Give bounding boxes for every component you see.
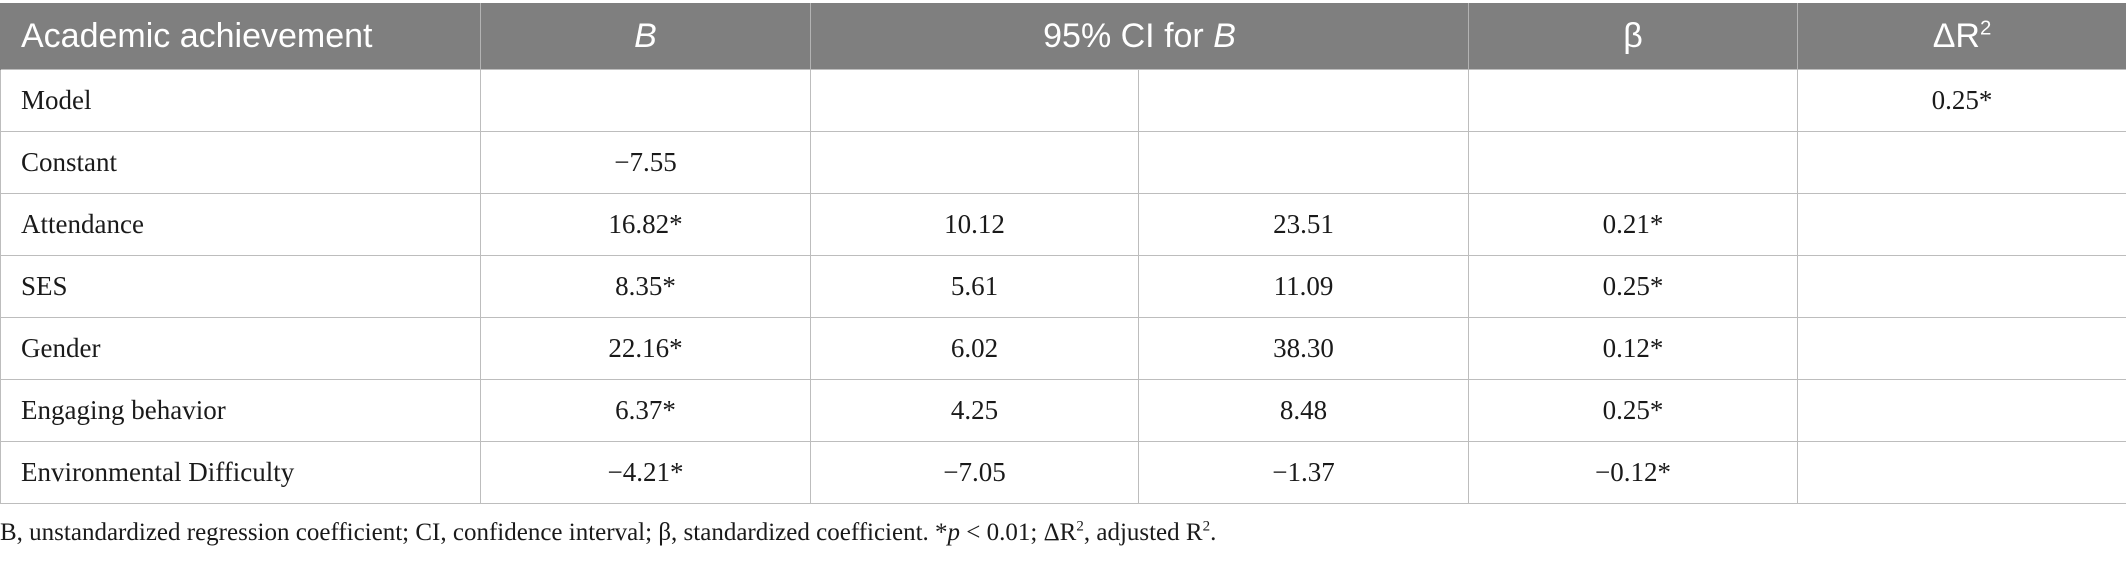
cell-dr2 <box>1797 317 2126 380</box>
cell-beta: 0.21* <box>1468 193 1799 256</box>
cell-b <box>480 69 811 132</box>
cell-ci-high: −1.37 <box>1137 441 1470 504</box>
cell-b: 8.35* <box>480 255 811 318</box>
cell-ci-low: 5.61 <box>810 255 1139 318</box>
cell-beta: 0.25* <box>1468 379 1799 442</box>
header-ci-text: 95% CI for B <box>1043 16 1236 55</box>
table-row: Environmental Difficulty −4.21* −7.05 −1.37… <box>0 441 2126 504</box>
cell-dr2: 0.25* <box>1797 69 2126 132</box>
cell-label: Attendance <box>0 193 481 256</box>
footnote-part4: . <box>1210 519 1217 546</box>
table-row: SES 8.35* 5.61 11.09 0.25* <box>0 255 2126 318</box>
cell-b: 6.37* <box>480 379 811 442</box>
header-b-text: B <box>634 16 657 55</box>
cell-label: Gender <box>0 317 481 380</box>
cell-dr2 <box>1797 131 2126 194</box>
cell-beta <box>1468 69 1799 132</box>
cell-ci-low: 10.12 <box>810 193 1139 256</box>
cell-beta: 0.25* <box>1468 255 1799 318</box>
cell-b: −4.21* <box>480 441 811 504</box>
table-row: Engaging behavior 6.37* 4.25 8.48 0.25* <box>0 379 2126 442</box>
cell-beta <box>1468 131 1799 194</box>
table-body: Model 0.25* Constant −7.55 Attendance 16.82* 1… <box>0 69 2126 504</box>
table-row: Attendance 16.82* 10.12 23.51 0.21* <box>0 193 2126 256</box>
cell-ci-low: −7.05 <box>810 441 1139 504</box>
cell-ci-low <box>810 69 1139 132</box>
cell-beta: −0.12* <box>1468 441 1799 504</box>
cell-ci-high <box>1137 69 1470 132</box>
table-row: Constant −7.55 <box>0 131 2126 194</box>
cell-label: Engaging behavior <box>0 379 481 442</box>
cell-label: Environmental Difficulty <box>0 441 481 504</box>
header-delta-r-sup: 2 <box>1979 17 1992 40</box>
footnote-part3: , adjusted R <box>1083 519 1203 546</box>
header-delta-r2: ΔR2 <box>1797 3 2126 70</box>
table-footnote: B, unstandardized regression coefficient… <box>0 519 1216 547</box>
cell-ci-high: 23.51 <box>1137 193 1470 256</box>
cell-b: 22.16* <box>480 317 811 380</box>
header-ci-for-b: 95% CI for B <box>809 3 1470 70</box>
cell-label: Model <box>0 69 481 132</box>
header-academic-achievement: Academic achievement <box>0 3 481 70</box>
cell-ci-high: 11.09 <box>1137 255 1470 318</box>
footnote-part2: < 0.01; ΔR <box>960 519 1077 546</box>
cell-label: SES <box>0 255 481 318</box>
cell-label: Constant <box>0 131 481 194</box>
footnote-sup1: 2 <box>1076 518 1084 535</box>
regression-table-container: Academic achievement B 95% CI for B β ΔR… <box>0 3 2126 504</box>
cell-ci-high: 8.48 <box>1137 379 1470 442</box>
regression-table: Academic achievement B 95% CI for B β ΔR… <box>0 3 2126 504</box>
cell-b: −7.55 <box>480 131 811 194</box>
cell-dr2 <box>1797 255 2126 318</box>
table-header-row: Academic achievement B 95% CI for B β ΔR… <box>0 3 2126 70</box>
cell-ci-low: 6.02 <box>810 317 1139 380</box>
footnote-part1: B, unstandardized regression coefficient… <box>0 519 948 546</box>
footnote-sup2: 2 <box>1202 518 1211 535</box>
cell-dr2 <box>1797 441 2126 504</box>
cell-beta: 0.12* <box>1468 317 1799 380</box>
cell-dr2 <box>1797 193 2126 256</box>
footnote-p: p <box>947 519 961 546</box>
table-row: Gender 22.16* 6.02 38.30 0.12* <box>0 317 2126 380</box>
header-delta-r-text: ΔR <box>1932 16 1980 55</box>
cell-ci-high <box>1137 131 1470 194</box>
cell-ci-low: 4.25 <box>810 379 1139 442</box>
cell-b: 16.82* <box>480 193 811 256</box>
table-row: Model 0.25* <box>0 69 2126 132</box>
cell-dr2 <box>1797 379 2126 442</box>
header-b: B <box>480 3 811 70</box>
cell-ci-high: 38.30 <box>1137 317 1470 380</box>
header-beta: β <box>1468 3 1799 70</box>
cell-ci-low <box>810 131 1139 194</box>
